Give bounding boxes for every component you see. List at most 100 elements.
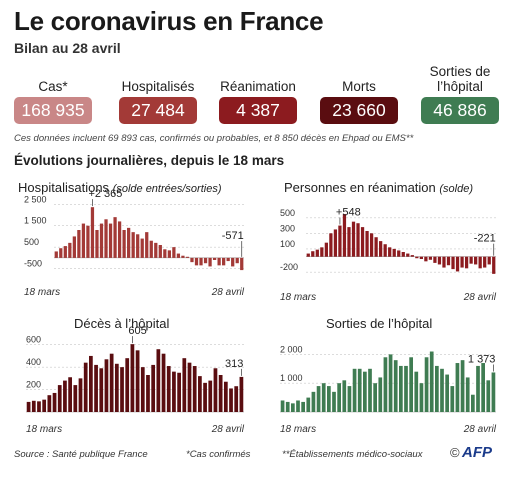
bar xyxy=(208,380,213,412)
bar xyxy=(208,257,212,267)
bar xyxy=(239,376,244,412)
bar xyxy=(419,383,424,412)
bar xyxy=(296,400,300,412)
chart-title-sorties: Sorties de l’hôpital xyxy=(326,316,432,331)
kpi-reanimation-value: 4 387 xyxy=(219,97,297,124)
bar xyxy=(203,382,207,412)
bar xyxy=(442,256,446,268)
bar xyxy=(187,362,192,412)
bar xyxy=(73,385,78,412)
bar xyxy=(368,368,372,412)
bar xyxy=(446,256,451,266)
kpi-sorties-label: Sorties de l’hôpital xyxy=(429,64,491,94)
bar xyxy=(424,256,428,262)
bar xyxy=(365,231,369,257)
bar xyxy=(229,388,233,412)
chart-title-paren: (solde) xyxy=(439,183,474,195)
bar xyxy=(342,214,347,257)
bar xyxy=(176,253,181,258)
bar xyxy=(315,249,319,257)
bar xyxy=(429,351,434,412)
x-start-label: 18 mars xyxy=(24,287,60,298)
bar xyxy=(347,227,351,257)
bar xyxy=(301,401,305,412)
y-tick-label: 400 xyxy=(26,357,41,367)
bar xyxy=(78,378,83,412)
x-end-label: 28 avril xyxy=(463,424,497,435)
bar xyxy=(218,375,223,412)
data-label: -221 xyxy=(474,233,496,245)
bar xyxy=(234,386,239,412)
bar xyxy=(460,360,465,412)
bar xyxy=(140,238,144,258)
bar xyxy=(37,401,41,412)
kpi-cas-value: 168 935 xyxy=(14,97,92,124)
x-start-label: 18 mars xyxy=(280,424,316,435)
page-title: Le coronavirus en France xyxy=(14,6,324,36)
x-start-label: 18 mars xyxy=(280,292,316,303)
bar xyxy=(471,394,475,412)
bar xyxy=(392,248,396,257)
bar xyxy=(136,234,140,258)
bar xyxy=(291,403,295,412)
x-start-label: 18 mars xyxy=(26,424,62,435)
bar xyxy=(324,242,328,257)
bar xyxy=(338,225,342,257)
y-tick-label: 500 xyxy=(24,237,39,247)
bar xyxy=(486,380,491,412)
bar xyxy=(130,344,135,412)
bar xyxy=(217,257,221,266)
bar xyxy=(419,256,423,259)
bar xyxy=(329,233,333,257)
y-tick-label: 2 500 xyxy=(24,194,47,204)
kpi-cas-label: Cas* xyxy=(38,79,68,94)
bar xyxy=(378,377,383,412)
bar xyxy=(199,257,203,266)
y-tick-label: -200 xyxy=(280,262,298,272)
bar xyxy=(369,233,374,257)
bar xyxy=(131,232,135,258)
bar xyxy=(397,250,401,257)
bar xyxy=(198,376,202,412)
bar xyxy=(203,257,208,264)
x-end-label: 28 avril xyxy=(463,292,497,303)
bar xyxy=(481,363,485,412)
bar xyxy=(59,248,63,258)
bar xyxy=(117,221,122,258)
bar xyxy=(373,383,377,412)
bar xyxy=(433,256,437,263)
bar xyxy=(177,372,181,412)
bar xyxy=(332,391,336,412)
bar xyxy=(401,252,405,257)
bar xyxy=(72,236,76,258)
bar xyxy=(311,391,316,412)
bar xyxy=(99,368,104,412)
data-label: +548 xyxy=(336,207,361,219)
bar xyxy=(363,371,367,412)
chart-title-reanimation: Personnes en réanimation (solde) xyxy=(284,180,473,195)
bar xyxy=(478,256,482,269)
bar xyxy=(226,257,230,262)
chart-title-paren: (solde entrées/sorties) xyxy=(112,183,222,195)
bar xyxy=(90,207,95,258)
bar xyxy=(280,400,285,412)
bar xyxy=(450,386,455,412)
chart-title-deces: Décès à l’hôpital xyxy=(74,316,169,331)
x-end-label: 28 avril xyxy=(211,424,245,435)
footer-source: Source : Santé publique France xyxy=(14,449,148,460)
bar xyxy=(114,363,119,412)
bar xyxy=(383,244,387,257)
bar xyxy=(120,367,124,412)
bar xyxy=(393,360,398,412)
bar xyxy=(460,256,464,268)
bar xyxy=(42,399,47,412)
y-tick-label: 2 000 xyxy=(280,344,303,354)
y-tick-label: 100 xyxy=(280,239,295,249)
y-tick-label: 600 xyxy=(26,335,41,345)
kpi-hospitalises-value: 27 484 xyxy=(119,97,197,124)
bar xyxy=(285,401,290,412)
kpi-cas: Cas* 168 935 xyxy=(14,62,92,124)
bar xyxy=(360,227,365,257)
bar xyxy=(190,257,194,263)
y-tick-label: 1 000 xyxy=(280,373,303,383)
